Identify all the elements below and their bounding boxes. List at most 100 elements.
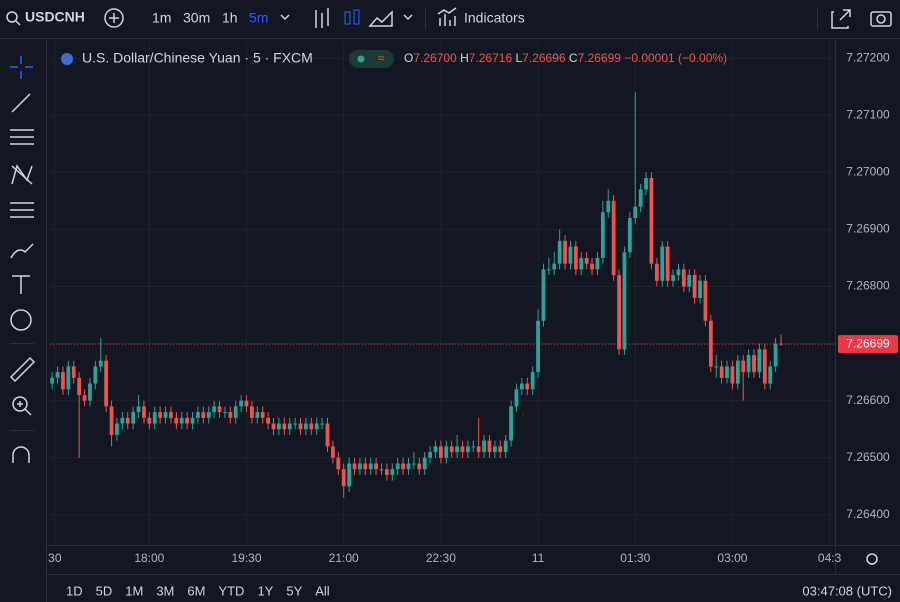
fullscreen[interactable]	[831, 9, 851, 29]
bars-icon[interactable]	[315, 8, 329, 28]
candles-icon[interactable]	[344, 11, 351, 25]
interval[interactable]: 1m	[152, 10, 171, 26]
candle-body	[611, 200, 616, 276]
interval[interactable]: 5m	[249, 10, 268, 26]
range-button[interactable]: YTD	[218, 583, 244, 598]
pattern-tool[interactable]	[11, 164, 33, 185]
candle-body	[546, 269, 551, 271]
candle-body	[692, 275, 697, 298]
interval[interactable]: 1h	[222, 10, 238, 26]
candle-body	[196, 412, 200, 418]
candle-body	[358, 463, 362, 470]
range-button[interactable]: 5Y	[286, 583, 302, 598]
candle-body	[250, 406, 254, 418]
crosshair-tool[interactable]	[10, 56, 33, 79]
search-icon[interactable]	[6, 11, 18, 23]
candle-body	[125, 417, 130, 424]
emoji-tool[interactable]	[10, 309, 32, 331]
settings[interactable]	[866, 553, 878, 565]
y-tick-label: 7.26900	[846, 222, 890, 236]
candle-body	[347, 463, 351, 487]
candle-body	[239, 400, 244, 407]
candle-body	[622, 252, 627, 350]
interval[interactable]: 30m	[183, 10, 210, 26]
candle-body	[136, 406, 141, 413]
candle-body	[163, 412, 168, 418]
market-status	[357, 55, 365, 63]
range-button[interactable]: 1D	[66, 583, 83, 598]
range-button[interactable]: 6M	[187, 583, 205, 598]
candle-body	[233, 406, 238, 418]
candle-body	[395, 463, 400, 470]
fib-tool[interactable]	[10, 129, 34, 145]
y-tick-label: 7.27200	[846, 50, 890, 64]
candle-body	[519, 383, 524, 390]
y-tick-label: 7.26800	[846, 279, 890, 293]
candle-body	[98, 360, 103, 367]
legend-ohlc: O7.26700 H7.26716 L7.26696 C7.26699 −0.0…	[404, 51, 727, 65]
candle-body	[255, 412, 260, 418]
zoom-tool	[17, 401, 32, 416]
candle-body	[762, 349, 767, 384]
candle-body	[228, 412, 233, 418]
candle-body	[374, 463, 378, 470]
range-button[interactable]: 1M	[125, 583, 143, 598]
measure-tool[interactable]	[9, 356, 36, 383]
candle-body	[244, 400, 249, 407]
ohlc-value: 7.26700	[413, 51, 457, 65]
candle-body	[341, 469, 346, 487]
ohlc-key: H	[460, 51, 469, 65]
indicators[interactable]: Indicators	[464, 10, 525, 26]
candle-body	[757, 349, 762, 373]
dropdown[interactable]	[403, 14, 413, 21]
area-icon[interactable]	[368, 10, 393, 27]
snapshot	[876, 14, 886, 24]
candle-body	[61, 372, 65, 390]
clock: 03:47:08 (UTC)	[802, 583, 892, 598]
candle-body	[104, 360, 109, 407]
indicators-icon[interactable]	[437, 7, 457, 26]
candle-body	[708, 320, 713, 367]
candle-body	[444, 446, 449, 458]
candle-body	[773, 343, 778, 367]
candle-body	[325, 423, 330, 447]
y-tick-label: 7.26400	[846, 507, 890, 521]
candle-body	[422, 457, 427, 470]
candle-body	[600, 212, 605, 258]
line-tool[interactable]	[11, 93, 31, 113]
text-tool[interactable]	[12, 275, 30, 294]
candle-body	[514, 389, 519, 407]
range-button[interactable]: 3M	[156, 583, 174, 598]
candle-body	[573, 246, 578, 270]
candle-body	[131, 412, 136, 424]
x-tick-label: 19:30	[232, 551, 262, 565]
candle-body	[536, 320, 540, 373]
candle-body	[368, 463, 373, 470]
dropdown[interactable]	[280, 14, 290, 21]
candle-body	[703, 280, 708, 321]
candle-body	[471, 446, 476, 448]
symbol[interactable]: USDCNH	[25, 9, 85, 25]
candle-body	[88, 383, 92, 401]
brush-tool[interactable]	[10, 243, 34, 259]
magnet-tool[interactable]	[12, 446, 30, 463]
candle-body	[541, 269, 546, 321]
ohlc-key: C	[569, 51, 578, 65]
legend-title: U.S. Dollar/Chinese Yuan · 5 · FXCM	[82, 50, 313, 66]
range-button[interactable]: All	[315, 583, 330, 598]
change: −0.00001 (−0.00%)	[624, 51, 727, 65]
candle-body	[217, 406, 222, 413]
prediction-tool[interactable]	[10, 202, 34, 218]
x-tick-label: 01:30	[620, 551, 650, 565]
candle-body	[190, 417, 195, 424]
market-status[interactable]	[349, 50, 394, 68]
range-button[interactable]: 1Y	[257, 583, 273, 598]
snapshot[interactable]	[870, 11, 892, 27]
range-button[interactable]: 5D	[96, 583, 113, 598]
candle-body	[169, 412, 173, 418]
candle-body	[411, 463, 416, 465]
zoom-tool[interactable]	[12, 396, 28, 412]
add-symbol[interactable]	[104, 8, 124, 28]
